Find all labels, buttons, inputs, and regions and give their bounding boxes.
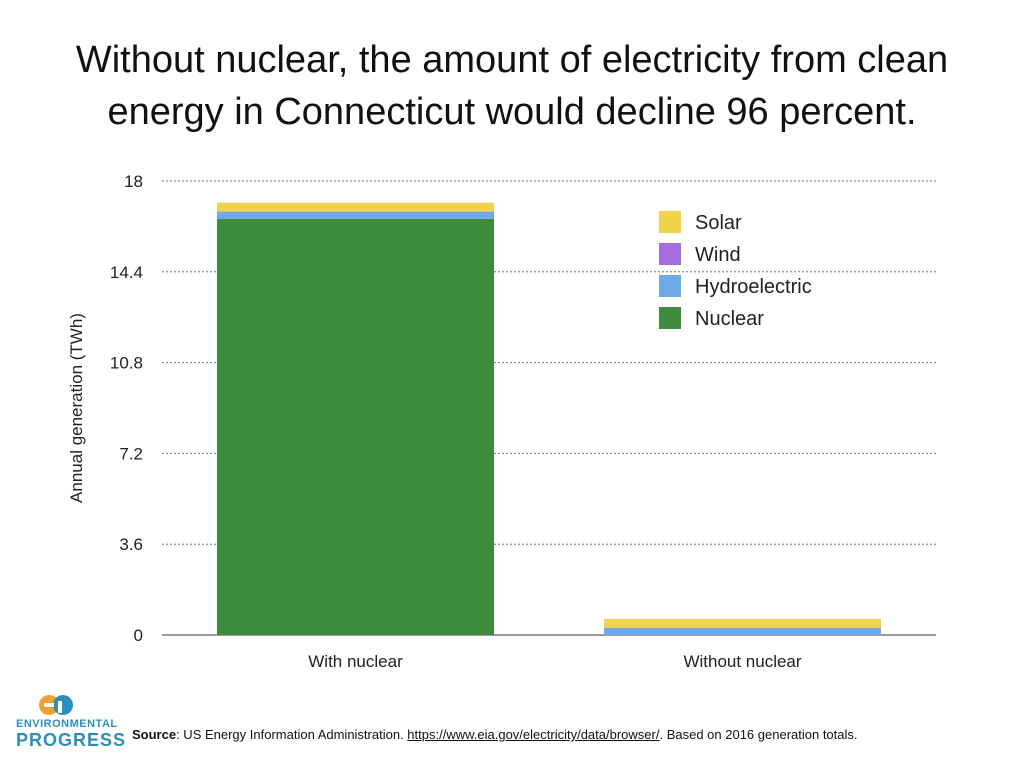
logo-text-line-1: ENVIRONMENTAL bbox=[16, 718, 118, 730]
y-tick-label: 18 bbox=[124, 172, 143, 191]
bar-segment-hydroelectric bbox=[217, 211, 494, 219]
legend: Solar Wind Hydroelectric Nuclear bbox=[659, 211, 812, 330]
legend-swatch bbox=[659, 243, 681, 265]
legend-label: Wind bbox=[695, 244, 741, 266]
x-tick-label: Without nuclear bbox=[683, 652, 801, 671]
x-tick-labels: With nuclear Without nuclear bbox=[308, 652, 802, 671]
source-suffix: . Based on 2016 generation totals. bbox=[659, 727, 858, 742]
y-tick-label: 10.8 bbox=[110, 354, 143, 373]
bar-segment-solar bbox=[604, 618, 881, 628]
legend-label: Nuclear bbox=[695, 308, 764, 330]
source-link[interactable]: https://www.eia.gov/electricity/data/bro… bbox=[407, 727, 660, 742]
y-tick-label: 7.2 bbox=[119, 444, 143, 463]
y-tick-label: 0 bbox=[134, 626, 143, 645]
legend-swatch bbox=[659, 307, 681, 329]
y-tick-label: 3.6 bbox=[119, 535, 143, 554]
bar-segment-solar bbox=[217, 202, 494, 212]
title-line-2: energy in Connecticut would decline 96 p… bbox=[107, 91, 917, 133]
environmental-progress-logo: ENVIRONMENTAL PROGRESS bbox=[16, 694, 127, 754]
y-tick-labels: 0 3.6 7.2 10.8 14.4 18 bbox=[110, 172, 143, 645]
logo-text-line-2: PROGRESS bbox=[16, 730, 127, 750]
source-text: : US Energy Information Administration. bbox=[176, 727, 408, 742]
x-tick-label: With nuclear bbox=[308, 652, 403, 671]
legend-label: Solar bbox=[695, 212, 742, 234]
source-label: Source bbox=[132, 727, 177, 742]
legend-swatch bbox=[659, 275, 681, 297]
legend-label: Hydroelectric bbox=[695, 276, 812, 298]
title-line-1: Without nuclear, the amount of electrici… bbox=[75, 39, 949, 81]
y-axis-label: Annual generation (TWh) bbox=[67, 313, 86, 503]
y-tick-label: 14.4 bbox=[110, 263, 143, 282]
bar-segment-nuclear bbox=[217, 218, 494, 636]
legend-swatch bbox=[659, 211, 681, 233]
stacked-bar-chart: 0 3.6 7.2 10.8 14.4 18 With nuclear Without nu… bbox=[67, 172, 936, 671]
logo-mark-icon bbox=[39, 695, 73, 715]
bars bbox=[217, 202, 881, 636]
source-note: Source: US Energy Information Administra… bbox=[132, 727, 858, 742]
chart-title: Without nuclear, the amount of electrici… bbox=[0, 34, 1024, 138]
bar-segment-hydroelectric bbox=[604, 627, 881, 635]
